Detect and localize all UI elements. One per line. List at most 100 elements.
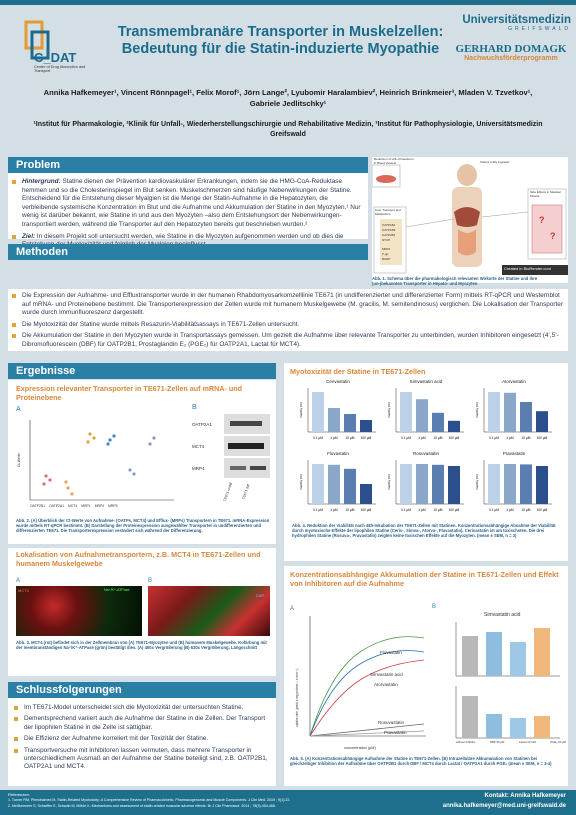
expression-panel-b: B	[192, 404, 197, 411]
figure-1-caption: Abb. 1. Schema über die pharmakologisch …	[372, 276, 538, 287]
unimed-logo-text: Universitätsmedizin	[462, 14, 571, 26]
tox-xlabel: 1 µM	[418, 436, 425, 440]
ct-points	[42, 432, 156, 496]
schema-label-ntcp: NTCP	[382, 238, 391, 242]
domagk-logo-sub: Nachwuchsförderprogramm	[464, 55, 558, 62]
if-label-dapi: DAPI	[256, 594, 265, 598]
schluss-item: Die Effizienz der Aufnahme korreliert mi…	[14, 735, 272, 743]
hintergrund-label: Hintergrund:	[22, 178, 61, 185]
tox-chart: Simvastatin acid 0.1 µM 1 µM 10 µM 100 µM Via…	[386, 379, 466, 449]
domagk-logo-text: GERHARD DOMAGK	[455, 43, 567, 55]
ct-xlabel: MCT4	[68, 504, 78, 508]
tox-xlabel: 0.1 µM	[401, 508, 411, 512]
wb-label-mrp4: MRP4	[192, 466, 205, 471]
ct-xlabels: OATP2B1 OATP2A1 MCT4 MRP1 MRP4 MRP5	[30, 504, 180, 508]
ct-value-chart	[29, 420, 174, 501]
schema-label-oatp2b1: OATP2B1	[382, 233, 396, 237]
acc-label-rosuva: Rosuvastatin	[378, 720, 405, 725]
tox-xlabel: 10 µM	[434, 436, 443, 440]
bar-2-pge2	[534, 716, 550, 738]
tox-bar	[432, 464, 444, 504]
if-label-mct4: MCT4	[18, 588, 29, 593]
if-image-b	[148, 586, 270, 636]
cdat-logo: C_DAT Center of Drug Absorption and Tran…	[12, 18, 100, 78]
toxicity-grid: Cerivastatin 0.1 µM 1 µM 10 µM 100 µM Viabili…	[298, 379, 562, 519]
tox-bar	[488, 464, 500, 504]
tox-bar	[448, 466, 460, 504]
lokalisation-title: Lokalisation von Aufnahmetransportern, z…	[16, 550, 261, 568]
acc-b-xlabel: DBF 50 µM	[490, 740, 505, 744]
tox-bar-chart: 0.1 µM 1 µM 10 µM 100 µM Viability (%)	[475, 388, 552, 440]
bar-2-dbf	[486, 714, 502, 738]
tox-ylabel: Viability (%)	[387, 474, 391, 490]
hintergrund-text: Statine dienen der Prävention kardiovask…	[22, 178, 361, 228]
acc-b-title: Simvastatin acid	[484, 612, 521, 618]
schema-label-ldl: Reduction of LDL-Cholesterol in Blood Ve…	[374, 157, 414, 165]
tox-xlabel: 100 µM	[449, 436, 460, 440]
tox-xlabel: 10 µM	[346, 436, 355, 440]
tox-bar	[536, 411, 548, 432]
bar-2-none	[462, 696, 478, 738]
cdat-logo-text: C_DAT	[34, 50, 77, 65]
tox-xlabel: 10 µM	[522, 436, 531, 440]
ct-xlabel: MRP5	[108, 504, 118, 508]
expression-panel-a: A	[16, 406, 21, 413]
tox-xlabel: 0.1 µM	[401, 436, 411, 440]
tox-bar-chart: 0.1 µM 1 µM 10 µM 100 µM Viability (%)	[475, 460, 552, 512]
figure-2-caption: Abb. 2. (A) Überblick der Ct-Werte von A…	[16, 518, 270, 534]
ct-xlabel: OATP2A1	[49, 504, 65, 508]
series-fluvastatin-line	[309, 636, 425, 737]
tox-xlabel: 10 µM	[522, 508, 531, 512]
tox-bar-chart: 0.1 µM 1 µM 10 µM 100 µM Viability (%)	[387, 388, 464, 440]
tox-chart-title: Pravastatin	[502, 451, 526, 456]
ct-ylabel: Ct-Werte	[16, 453, 21, 467]
tox-xlabel: 100 µM	[361, 436, 372, 440]
acc-label-fluva: Fluvastatin	[380, 650, 402, 655]
poster-title: Transmembranäre Transporter in Muskelzel…	[117, 24, 444, 57]
footer-ref-1: 1. Turner RM, Pirmohamed M. Statin-Relat…	[8, 798, 291, 802]
lokalisation-panel: Lokalisation von Aufnahmetransportern, z…	[8, 548, 276, 676]
domagk-logo: GERHARD DOMAGK Nachwuchsförderprogramm	[452, 43, 570, 62]
tox-chart: Rosuvastatin 0.1 µM 1 µM 10 µM 100 µM Viabili…	[386, 451, 466, 521]
acc-ylabel: uptake rate (pmol x mg protein⁻¹ x min⁻¹…	[295, 668, 299, 727]
acc-panel-b: B	[432, 604, 437, 610]
problem-list: Hintergrund: Statine dienen der Präventi…	[12, 178, 364, 253]
ct-xlabel: MRP1	[81, 504, 91, 508]
tox-xlabel: 10 µM	[346, 508, 355, 512]
tox-bar-chart: 0.1 µM 1 µM 10 µM 100 µM Viability (%)	[299, 460, 376, 512]
methoden-item: Die Expression der Aufnahme- und Effluxt…	[12, 292, 564, 318]
toxicity-title: Myotoxizität der Statine in TE671-Zellen	[290, 367, 426, 376]
methoden-list: Die Expression der Aufnahme- und Effluxt…	[12, 292, 564, 353]
figure-3-caption: Abb. 3. MCT4 (rot) befindet sich in der …	[16, 640, 267, 651]
affiliations: ¹Institut für Pharmakologie, ²Klinik für…	[33, 121, 543, 138]
toxicity-panel: Myotoxizität der Statine in TE671-Zellen…	[284, 363, 568, 561]
bar-simva-dbf	[486, 632, 502, 676]
tox-bar	[312, 464, 324, 504]
western-blot	[224, 414, 270, 480]
bar-simva-pge2	[534, 628, 550, 676]
tox-chart-title: Fluvastatin	[327, 451, 349, 456]
tox-ylabel: Viability (%)	[299, 402, 303, 418]
tox-bar	[328, 408, 340, 432]
tox-bar	[416, 464, 428, 504]
figure-4-caption: Abb. 4. Reduktion der Viabilität nach 48…	[292, 523, 556, 539]
footer-email: annika.hafkemeyer@med.uni-greifswald.de	[442, 803, 566, 809]
header-bar	[0, 0, 576, 5]
ergebnisse-heading: Ergebnisse	[8, 363, 276, 379]
series-rosuvastatin-line	[309, 723, 425, 737]
methoden-panel	[8, 289, 568, 351]
tox-chart: Fluvastatin 0.1 µM 1 µM 10 µM 100 µM Viabilit…	[298, 451, 378, 521]
tox-bar	[520, 402, 532, 432]
authors: Annika Hafkemeyer¹, Vincent Rönnpagel¹, …	[43, 88, 533, 108]
tox-bar	[520, 464, 532, 504]
expression-title: Expression relevanter Transporter in TE6…	[16, 384, 243, 402]
footer: Referenzen: 1. Turner RM, Pirmohamed M. …	[0, 790, 576, 815]
unimed-logo-sub: GREIFSWALD	[508, 26, 571, 32]
tox-bar	[344, 414, 356, 432]
tox-bar	[312, 392, 324, 432]
tox-bar	[360, 484, 372, 504]
tox-xlabel: 0.1 µM	[489, 508, 499, 512]
cdat-logo-icon	[24, 20, 50, 60]
accumulation-line-chart	[309, 616, 426, 737]
inhibitor-bar-chart	[455, 622, 560, 739]
